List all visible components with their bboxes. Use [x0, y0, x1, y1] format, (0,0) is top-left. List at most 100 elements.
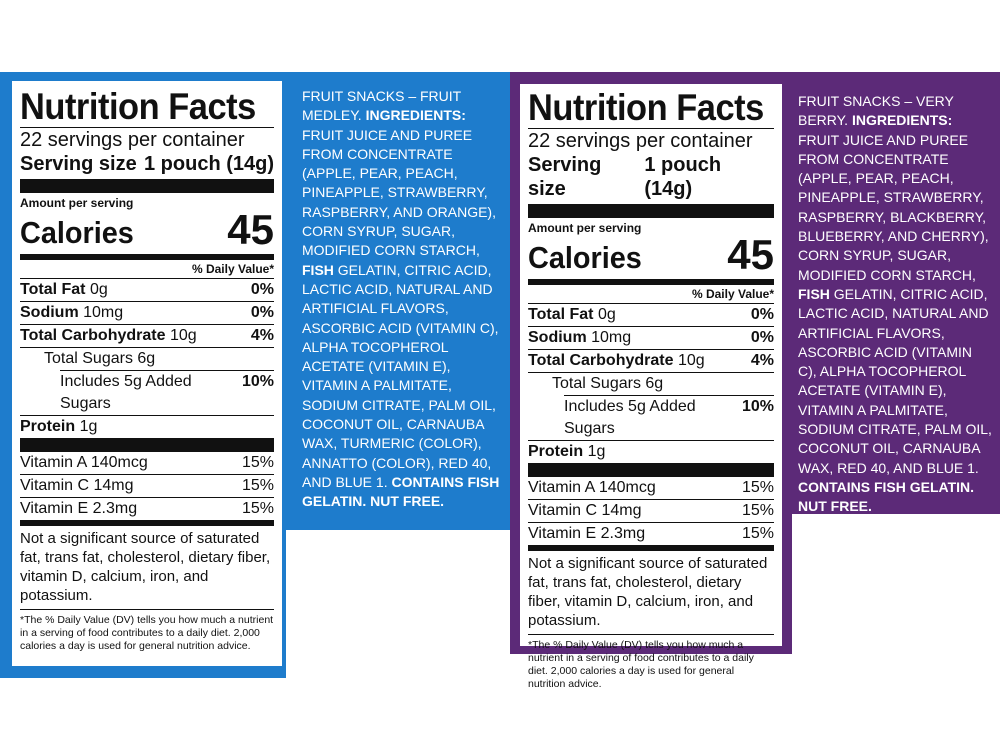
- amount-per-serving: Amount per serving: [20, 196, 134, 210]
- very-berry-ingredients: FRUIT SNACKS – VERY BERRY. INGREDIENTS: …: [798, 92, 992, 517]
- sodium-dv: 0%: [750, 329, 774, 346]
- vitamin-row: Vitamin E 2.3mg 15%: [528, 522, 774, 545]
- added-sugars: Includes 5g Added Sugars: [60, 373, 192, 412]
- ingredients-heading: INGREDIENTS:: [365, 107, 466, 124]
- medium-divider: [20, 254, 274, 260]
- nutrition-facts-title: Nutrition Facts: [20, 86, 256, 127]
- calories-label: Calories: [20, 215, 134, 250]
- product-name: FRUIT SNACKS – VERY BERRY.: [798, 93, 954, 129]
- vitamin-list: Vitamin A 140mcg 15% Vitamin C 14mg 15% …: [20, 452, 274, 520]
- vitamin-name: Vitamin A 140mcg: [528, 479, 656, 496]
- added-sugars-row: Includes 5g Added Sugars 10%: [564, 395, 774, 440]
- very-berry-ingredients-bg: [792, 72, 1000, 514]
- carb-amount: 10g: [169, 327, 197, 344]
- medium-divider: [528, 545, 774, 551]
- vitamin-dv: 15%: [241, 477, 274, 494]
- added-sugars-dv: 10%: [741, 398, 774, 415]
- protein-amount: 1g: [79, 418, 98, 435]
- calories-value: 45: [727, 231, 774, 278]
- fruit-medley-ingredients: FRUIT SNACKS – FRUIT MEDLEY. INGREDIENTS…: [302, 87, 502, 512]
- calories-row: Calories 45: [20, 206, 274, 253]
- total-fat-dv: 0%: [750, 306, 774, 323]
- ingredients-text: FRUIT JUICE AND PUREE FROM CONCENTRATE (…: [302, 126, 496, 259]
- allergen-fish: FISH: [302, 261, 334, 278]
- divider: [528, 128, 774, 129]
- total-fat-amount: 0g: [597, 306, 616, 323]
- serving-size-value: 1 pouch (14g): [644, 154, 722, 200]
- protein-row: Protein 1g: [528, 440, 774, 463]
- protein-label: Protein: [528, 443, 584, 460]
- total-sugars: Total Sugars 6g: [552, 375, 664, 392]
- sodium-amount: 10mg: [591, 329, 632, 346]
- medium-divider: [528, 279, 774, 285]
- ingredients-text-continued: GELATIN, CITRIC ACID, LACTIC ACID, NATUR…: [798, 285, 992, 476]
- very-berry-nutrition-label: Nutrition Facts 22 servings per containe…: [520, 84, 782, 690]
- carb-amount: 10g: [677, 352, 705, 369]
- daily-value-footnote: *The % Daily Value (DV) tells you how mu…: [528, 639, 754, 690]
- ingredients-text: FRUIT JUICE AND PUREE FROM CONCENTRATE (…: [798, 131, 989, 283]
- sodium-amount: 10mg: [83, 304, 124, 321]
- added-sugars: Includes 5g Added Sugars: [564, 398, 696, 437]
- product-name: FRUIT SNACKS – FRUIT MEDLEY.: [302, 88, 461, 124]
- vitamin-dv: 15%: [241, 500, 274, 517]
- total-fat-label: Total Fat: [528, 306, 594, 323]
- added-sugars-dv: 10%: [241, 373, 274, 390]
- medium-divider: [20, 520, 274, 526]
- total-sugars: Total Sugars 6g: [44, 350, 156, 367]
- sodium-dv: 0%: [250, 304, 274, 321]
- total-fat-amount: 0g: [89, 281, 108, 298]
- sodium-label: Sodium: [528, 329, 587, 346]
- ingredients-heading: INGREDIENTS:: [851, 112, 953, 129]
- divider: [528, 634, 774, 635]
- calories-label: Calories: [528, 240, 642, 275]
- carb-dv: 4%: [250, 327, 274, 344]
- serving-size: Serving size 1 pouch (14g): [20, 152, 274, 179]
- vitamin-dv: 15%: [241, 454, 274, 471]
- fruit-medley-ingredients-bg: [286, 72, 514, 530]
- protein-amount: 1g: [587, 443, 606, 460]
- protein-row: Protein 1g: [20, 415, 274, 438]
- total-carbohydrate-row: Total Carbohydrate 10g 4%: [20, 324, 274, 347]
- serving-size: Serving size 1 pouch (14g): [528, 153, 774, 204]
- added-sugars-row: Includes 5g Added Sugars 10%: [60, 370, 274, 415]
- total-fat-row: Total Fat 0g 0%: [528, 303, 774, 326]
- vitamin-dv: 15%: [741, 502, 774, 519]
- carb-label: Total Carbohydrate: [528, 352, 674, 369]
- vitamin-name: Vitamin E 2.3mg: [528, 525, 646, 542]
- sodium-label: Sodium: [20, 304, 79, 321]
- total-fat-dv: 0%: [250, 281, 274, 298]
- total-fat-label: Total Fat: [20, 281, 86, 298]
- allergen-statement: CONTAINS FISH GELATIN. NUT FREE.: [798, 478, 975, 515]
- daily-value-header: % Daily Value*: [691, 287, 774, 301]
- thick-divider: [528, 463, 774, 477]
- total-fat-row: Total Fat 0g 0%: [20, 278, 274, 301]
- thick-divider: [528, 204, 774, 218]
- amount-per-serving: Amount per serving: [528, 221, 642, 235]
- servings-per-container: 22 servings per container: [20, 129, 245, 151]
- total-carbohydrate-row: Total Carbohydrate 10g 4%: [528, 349, 774, 372]
- serving-size-value: 1 pouch (14g): [143, 153, 274, 175]
- vitamin-row: Vitamin A 140mcg 15%: [20, 452, 274, 474]
- vitamin-row: Vitamin A 140mcg 15%: [528, 477, 774, 499]
- divider: [20, 127, 274, 128]
- not-significant-source-note: Not a significant source of saturated fa…: [528, 555, 768, 629]
- protein-label: Protein: [20, 418, 76, 435]
- vitamin-row: Vitamin E 2.3mg 15%: [20, 497, 274, 520]
- daily-value-header: % Daily Value*: [191, 262, 274, 276]
- total-sugars-row: Total Sugars 6g: [20, 347, 274, 370]
- vitamin-name: Vitamin C 14mg: [20, 477, 134, 494]
- calories-row: Calories 45: [528, 231, 774, 278]
- nutrition-facts-title: Nutrition Facts: [528, 87, 764, 128]
- carb-label: Total Carbohydrate: [20, 327, 166, 344]
- allergen-statement: CONTAINS FISH GELATIN. NUT FREE.: [302, 473, 500, 510]
- vitamin-row: Vitamin C 14mg 15%: [528, 499, 774, 522]
- sodium-row: Sodium 10mg 0%: [528, 326, 774, 349]
- vitamin-list: Vitamin A 140mcg 15% Vitamin C 14mg 15% …: [528, 477, 774, 545]
- daily-value-footnote: *The % Daily Value (DV) tells you how mu…: [20, 614, 274, 652]
- vitamin-dv: 15%: [741, 525, 774, 542]
- serving-size-label: Serving size: [20, 153, 137, 175]
- vitamin-name: Vitamin A 140mcg: [20, 454, 148, 471]
- serving-size-label: Serving size: [528, 154, 602, 200]
- calories-value: 45: [227, 206, 274, 253]
- thick-divider: [20, 438, 274, 452]
